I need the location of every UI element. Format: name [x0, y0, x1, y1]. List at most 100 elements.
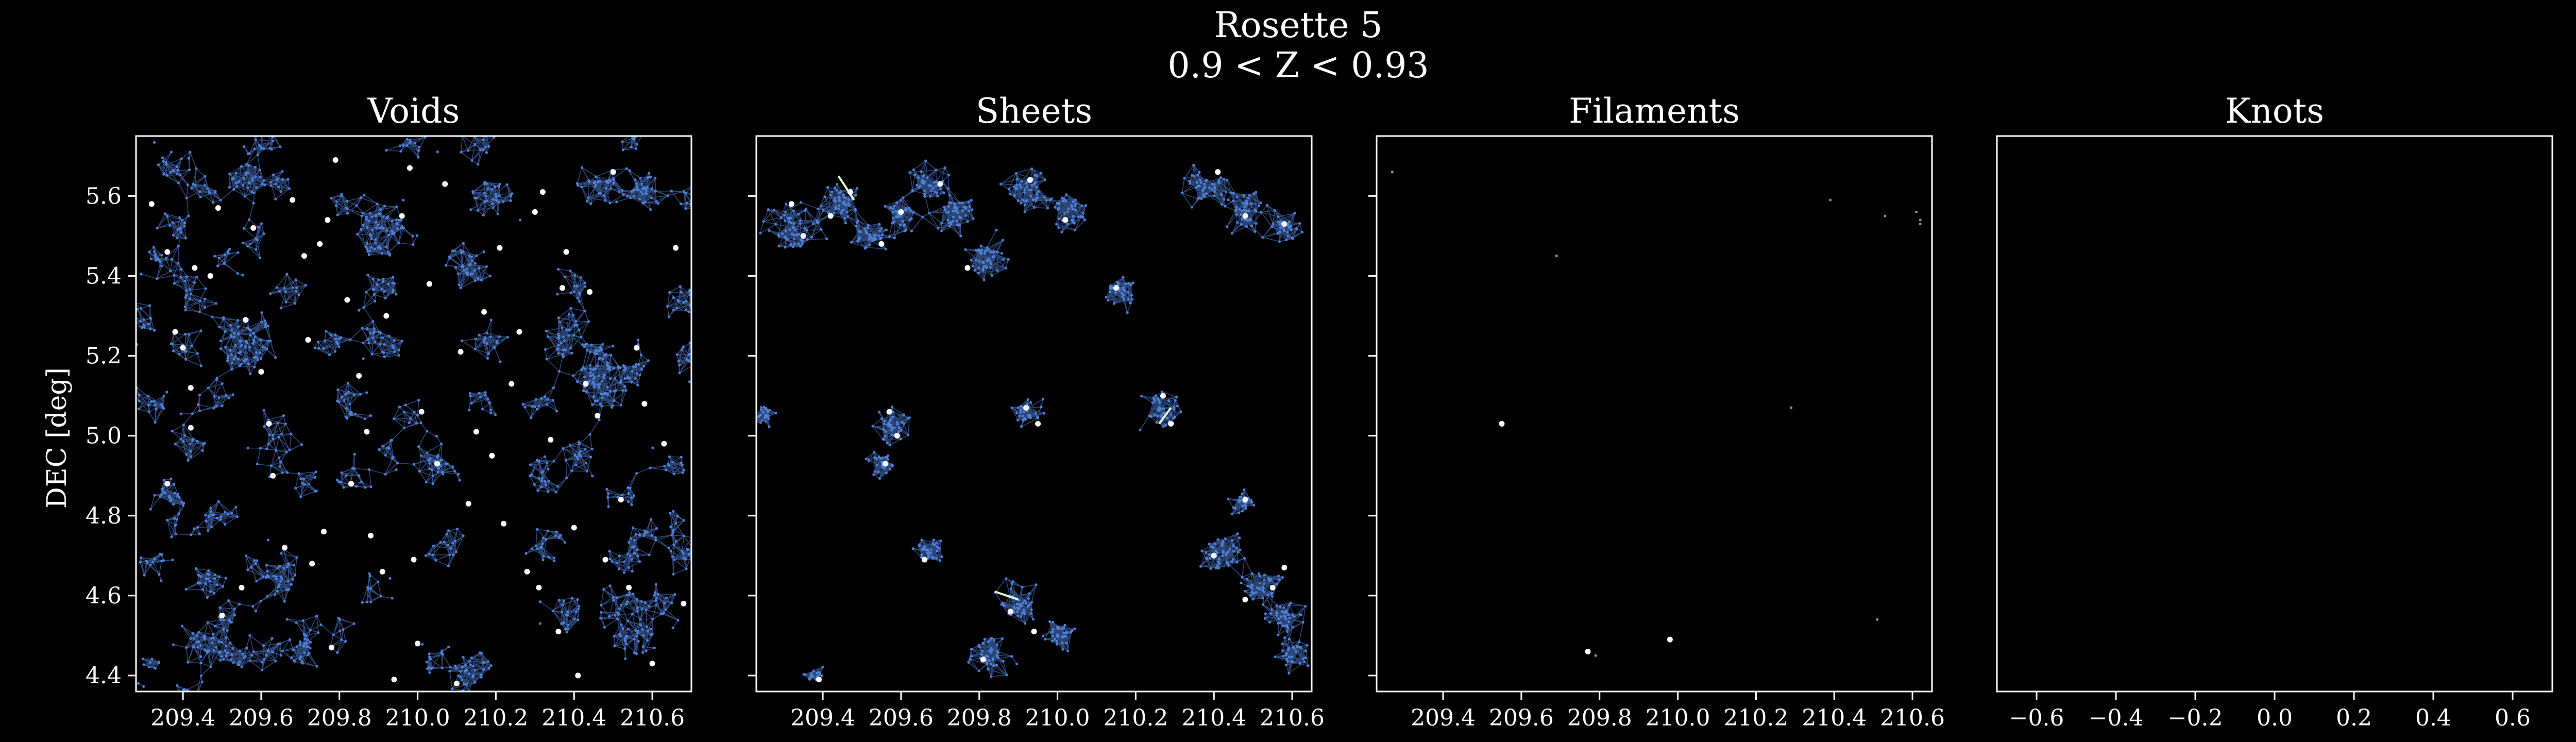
- y-tick-label: 4.4: [86, 663, 122, 689]
- critical-point: [1007, 609, 1013, 615]
- critical-point: [356, 373, 362, 379]
- critical-point: [1035, 420, 1041, 427]
- critical-point: [571, 525, 577, 531]
- x-tick-label: 209.6: [869, 705, 934, 731]
- critical-point: [921, 556, 927, 563]
- critical-point: [258, 369, 264, 375]
- critical-point: [980, 656, 986, 663]
- panels: Voids 209.4 209.6 209.8 210.0 210.2 210.4 210.6…: [86, 91, 2553, 731]
- critical-point: [673, 245, 679, 251]
- critical-point: [239, 584, 245, 591]
- critical-point: [148, 201, 155, 207]
- critical-point: [626, 584, 632, 591]
- critical-point: [1023, 404, 1029, 411]
- critical-point: [411, 556, 417, 563]
- x-tick-label: 209.6: [229, 705, 294, 731]
- critical-point: [473, 429, 479, 435]
- faint-point: [1884, 214, 1887, 217]
- critical-point: [332, 157, 338, 163]
- critical-point: [1211, 552, 1217, 559]
- critical-point: [391, 677, 397, 683]
- critical-point: [379, 568, 385, 575]
- plot-area: [136, 136, 691, 692]
- critical-point: [602, 556, 608, 563]
- x-tick-label: 210.0: [1646, 705, 1710, 731]
- x-tick-label: 210.4: [1802, 705, 1867, 731]
- critical-point: [188, 425, 194, 431]
- critical-point: [555, 629, 562, 635]
- axes-frame: [135, 135, 692, 693]
- critical-point: [1242, 497, 1248, 503]
- critical-point: [215, 205, 221, 211]
- critical-point: [317, 241, 323, 247]
- critical-point: [800, 233, 806, 239]
- critical-point: [595, 413, 601, 419]
- x-tick-label: 0.4: [2415, 705, 2451, 731]
- figure-title-line1: Rosette 5: [1214, 5, 1382, 46]
- x-tick-label: 210.4: [541, 705, 606, 731]
- critical-point: [575, 672, 581, 679]
- x-tick-label: −0.4: [2089, 705, 2144, 731]
- critical-point: [281, 545, 287, 551]
- critical-point: [465, 500, 471, 507]
- critical-point: [426, 281, 432, 287]
- panel-title: Knots: [2225, 91, 2324, 131]
- critical-point: [641, 401, 648, 407]
- x-tick-label: 210.6: [1880, 705, 1945, 731]
- critical-point: [164, 481, 171, 487]
- highlight-segment: [1158, 407, 1172, 425]
- critical-point: [937, 181, 943, 187]
- critical-point: [164, 249, 171, 255]
- y-tick-label: 5.2: [86, 343, 122, 369]
- critical-point: [1242, 213, 1248, 219]
- critical-point: [1269, 584, 1276, 591]
- critical-point: [1113, 285, 1119, 291]
- critical-point: [454, 680, 460, 686]
- critical-point: [489, 452, 495, 459]
- plot-area: [1391, 171, 1922, 657]
- critical-point: [878, 241, 885, 247]
- critical-point: [563, 249, 569, 255]
- critical-point: [516, 329, 522, 335]
- axes-frame: [755, 135, 1313, 693]
- x-tick-label: 209.8: [947, 705, 1012, 731]
- critical-point: [325, 217, 331, 223]
- critical-point: [536, 584, 542, 591]
- critical-point: [1168, 420, 1174, 427]
- axes-frame: [1376, 135, 1933, 693]
- critical-point: [583, 381, 589, 387]
- critical-point: [509, 381, 515, 387]
- x-tick-label: 210.4: [1181, 705, 1246, 731]
- x-tick-label: −0.6: [2009, 705, 2064, 731]
- critical-point: [344, 297, 350, 303]
- critical-point: [681, 600, 687, 606]
- critical-point: [180, 345, 186, 351]
- critical-point: [192, 265, 198, 271]
- faint-point: [1391, 171, 1394, 174]
- x-tick-label: 209.4: [1411, 705, 1476, 731]
- y-tick-label: 4.6: [86, 583, 122, 609]
- critical-point: [290, 197, 296, 203]
- faint-point: [1829, 198, 1832, 201]
- faint-point: [1876, 618, 1879, 621]
- x-tick-label: −0.2: [2168, 705, 2223, 731]
- faint-point: [1915, 210, 1918, 213]
- x-tick-label: 209.8: [307, 705, 372, 731]
- panel-title: Sheets: [976, 91, 1092, 131]
- critical-point: [847, 189, 853, 195]
- critical-point: [309, 561, 315, 567]
- critical-point: [418, 409, 425, 415]
- critical-point: [532, 209, 538, 215]
- critical-point: [661, 441, 667, 447]
- critical-point: [320, 529, 327, 535]
- critical-point: [883, 461, 889, 467]
- figure-title-line2: 0.9 < Z < 0.93: [1167, 45, 1429, 86]
- critical-point: [827, 213, 834, 219]
- critical-point: [1499, 420, 1505, 427]
- critical-point: [1242, 597, 1248, 603]
- x-tick-label: 210.0: [1025, 705, 1090, 731]
- panel-1: Sheets 209.4 209.6 209.8 210.0 210.2 210.4 210.…: [748, 91, 1325, 731]
- faint-point: [1919, 223, 1922, 226]
- critical-point: [219, 613, 225, 619]
- critical-point: [250, 225, 257, 231]
